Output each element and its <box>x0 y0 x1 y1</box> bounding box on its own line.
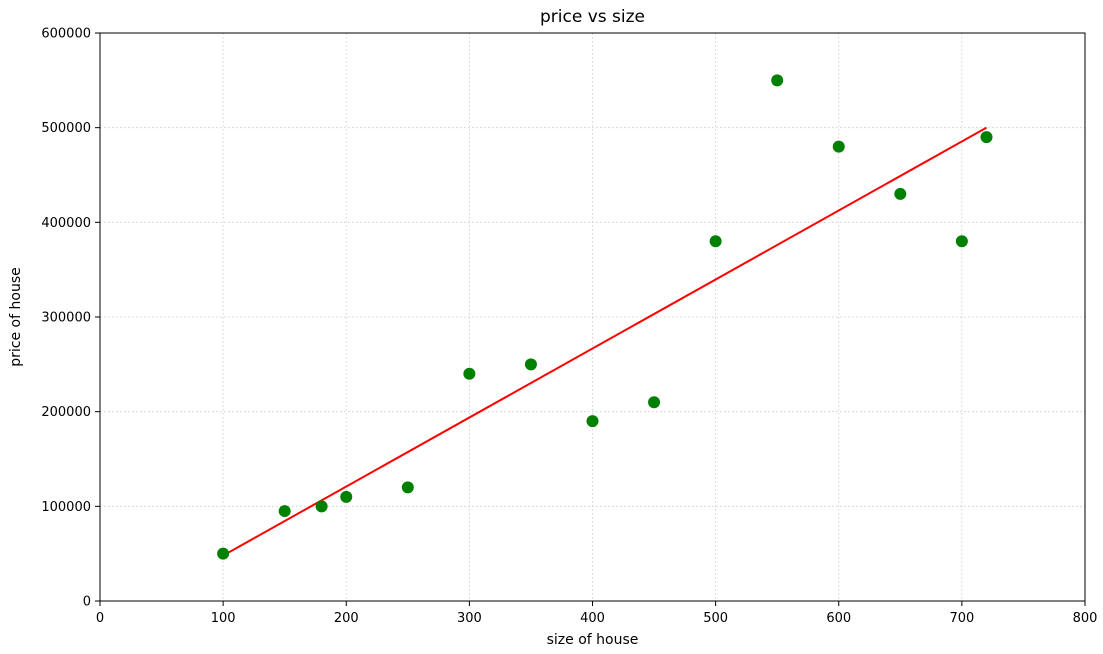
y-axis-ticks: 0 100000 200000 300000 400000 500000 600000 <box>41 27 100 610</box>
x-tick-label: 300 <box>457 611 482 626</box>
y-tick-label: 400000 <box>41 216 91 231</box>
y-tick-label: 600000 <box>41 27 91 42</box>
data-point <box>648 396 661 409</box>
y-tick-label: 100000 <box>41 500 91 515</box>
data-point <box>340 490 353 503</box>
x-tick-label: 600 <box>826 611 851 626</box>
data-point <box>832 140 845 153</box>
data-point <box>894 187 907 200</box>
x-tick-label: 700 <box>949 611 974 626</box>
data-point <box>401 481 414 494</box>
data-point <box>524 358 537 371</box>
y-tick-label: 200000 <box>41 405 91 420</box>
data-point <box>315 500 328 513</box>
data-point <box>278 505 291 518</box>
data-point <box>463 367 476 380</box>
data-point <box>955 235 968 248</box>
points-layer <box>217 74 993 560</box>
x-axis-ticks: 0 100 200 300 400 500 600 700 800 <box>96 601 1098 626</box>
data-point <box>980 131 993 144</box>
x-tick-label: 0 <box>96 611 104 626</box>
x-tick-label: 400 <box>580 611 605 626</box>
x-tick-label: 200 <box>334 611 359 626</box>
x-tick-label: 500 <box>703 611 728 626</box>
y-tick-label: 0 <box>83 595 91 610</box>
x-axis-label: size of house <box>547 632 639 648</box>
y-tick-label: 500000 <box>41 121 91 136</box>
x-tick-label: 800 <box>1073 611 1098 626</box>
y-tick-label: 300000 <box>41 311 91 326</box>
data-point <box>709 235 722 248</box>
y-axis-label: price of house <box>8 267 24 366</box>
chart-title: price vs size <box>540 7 645 27</box>
data-point <box>771 74 784 87</box>
data-point <box>217 547 230 560</box>
fit-line-layer <box>222 126 987 557</box>
fit-line <box>222 126 987 557</box>
grid <box>99 32 1086 602</box>
x-tick-label: 100 <box>211 611 236 626</box>
data-point <box>586 415 599 428</box>
